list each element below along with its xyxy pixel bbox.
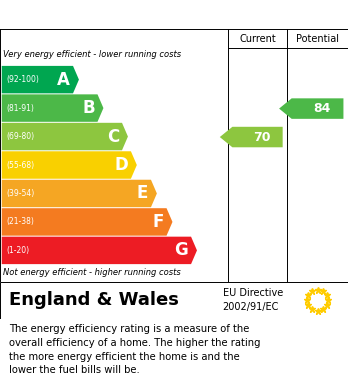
Text: England & Wales: England & Wales [9,291,179,309]
Text: B: B [82,99,95,117]
Polygon shape [279,99,343,119]
Text: (1-20): (1-20) [6,246,29,255]
Text: E: E [137,185,148,203]
Text: (21-38): (21-38) [6,217,34,226]
Text: D: D [114,156,128,174]
Text: Very energy efficient - lower running costs: Very energy efficient - lower running co… [3,50,182,59]
Text: (39-54): (39-54) [6,189,34,198]
Text: Current: Current [239,34,276,44]
Polygon shape [2,208,173,236]
Text: Potential: Potential [296,34,339,44]
Text: Energy Efficiency Rating: Energy Efficiency Rating [9,7,219,22]
Text: 84: 84 [313,102,330,115]
Polygon shape [2,123,128,150]
Text: 70: 70 [253,131,270,143]
Text: F: F [152,213,164,231]
Polygon shape [2,180,157,207]
Text: A: A [57,71,70,89]
Text: The energy efficiency rating is a measure of the
overall efficiency of a home. T: The energy efficiency rating is a measur… [9,325,260,375]
Text: G: G [174,241,188,259]
Text: Not energy efficient - higher running costs: Not energy efficient - higher running co… [3,268,181,277]
Polygon shape [2,66,79,93]
Text: (55-68): (55-68) [6,161,34,170]
Text: (69-80): (69-80) [6,132,34,141]
Polygon shape [2,94,103,122]
Text: C: C [107,127,119,145]
Text: (81-91): (81-91) [6,104,34,113]
Text: EU Directive
2002/91/EC: EU Directive 2002/91/EC [223,289,283,312]
Text: (92-100): (92-100) [6,75,39,84]
Polygon shape [2,237,197,264]
Polygon shape [220,127,283,147]
Polygon shape [2,151,137,179]
